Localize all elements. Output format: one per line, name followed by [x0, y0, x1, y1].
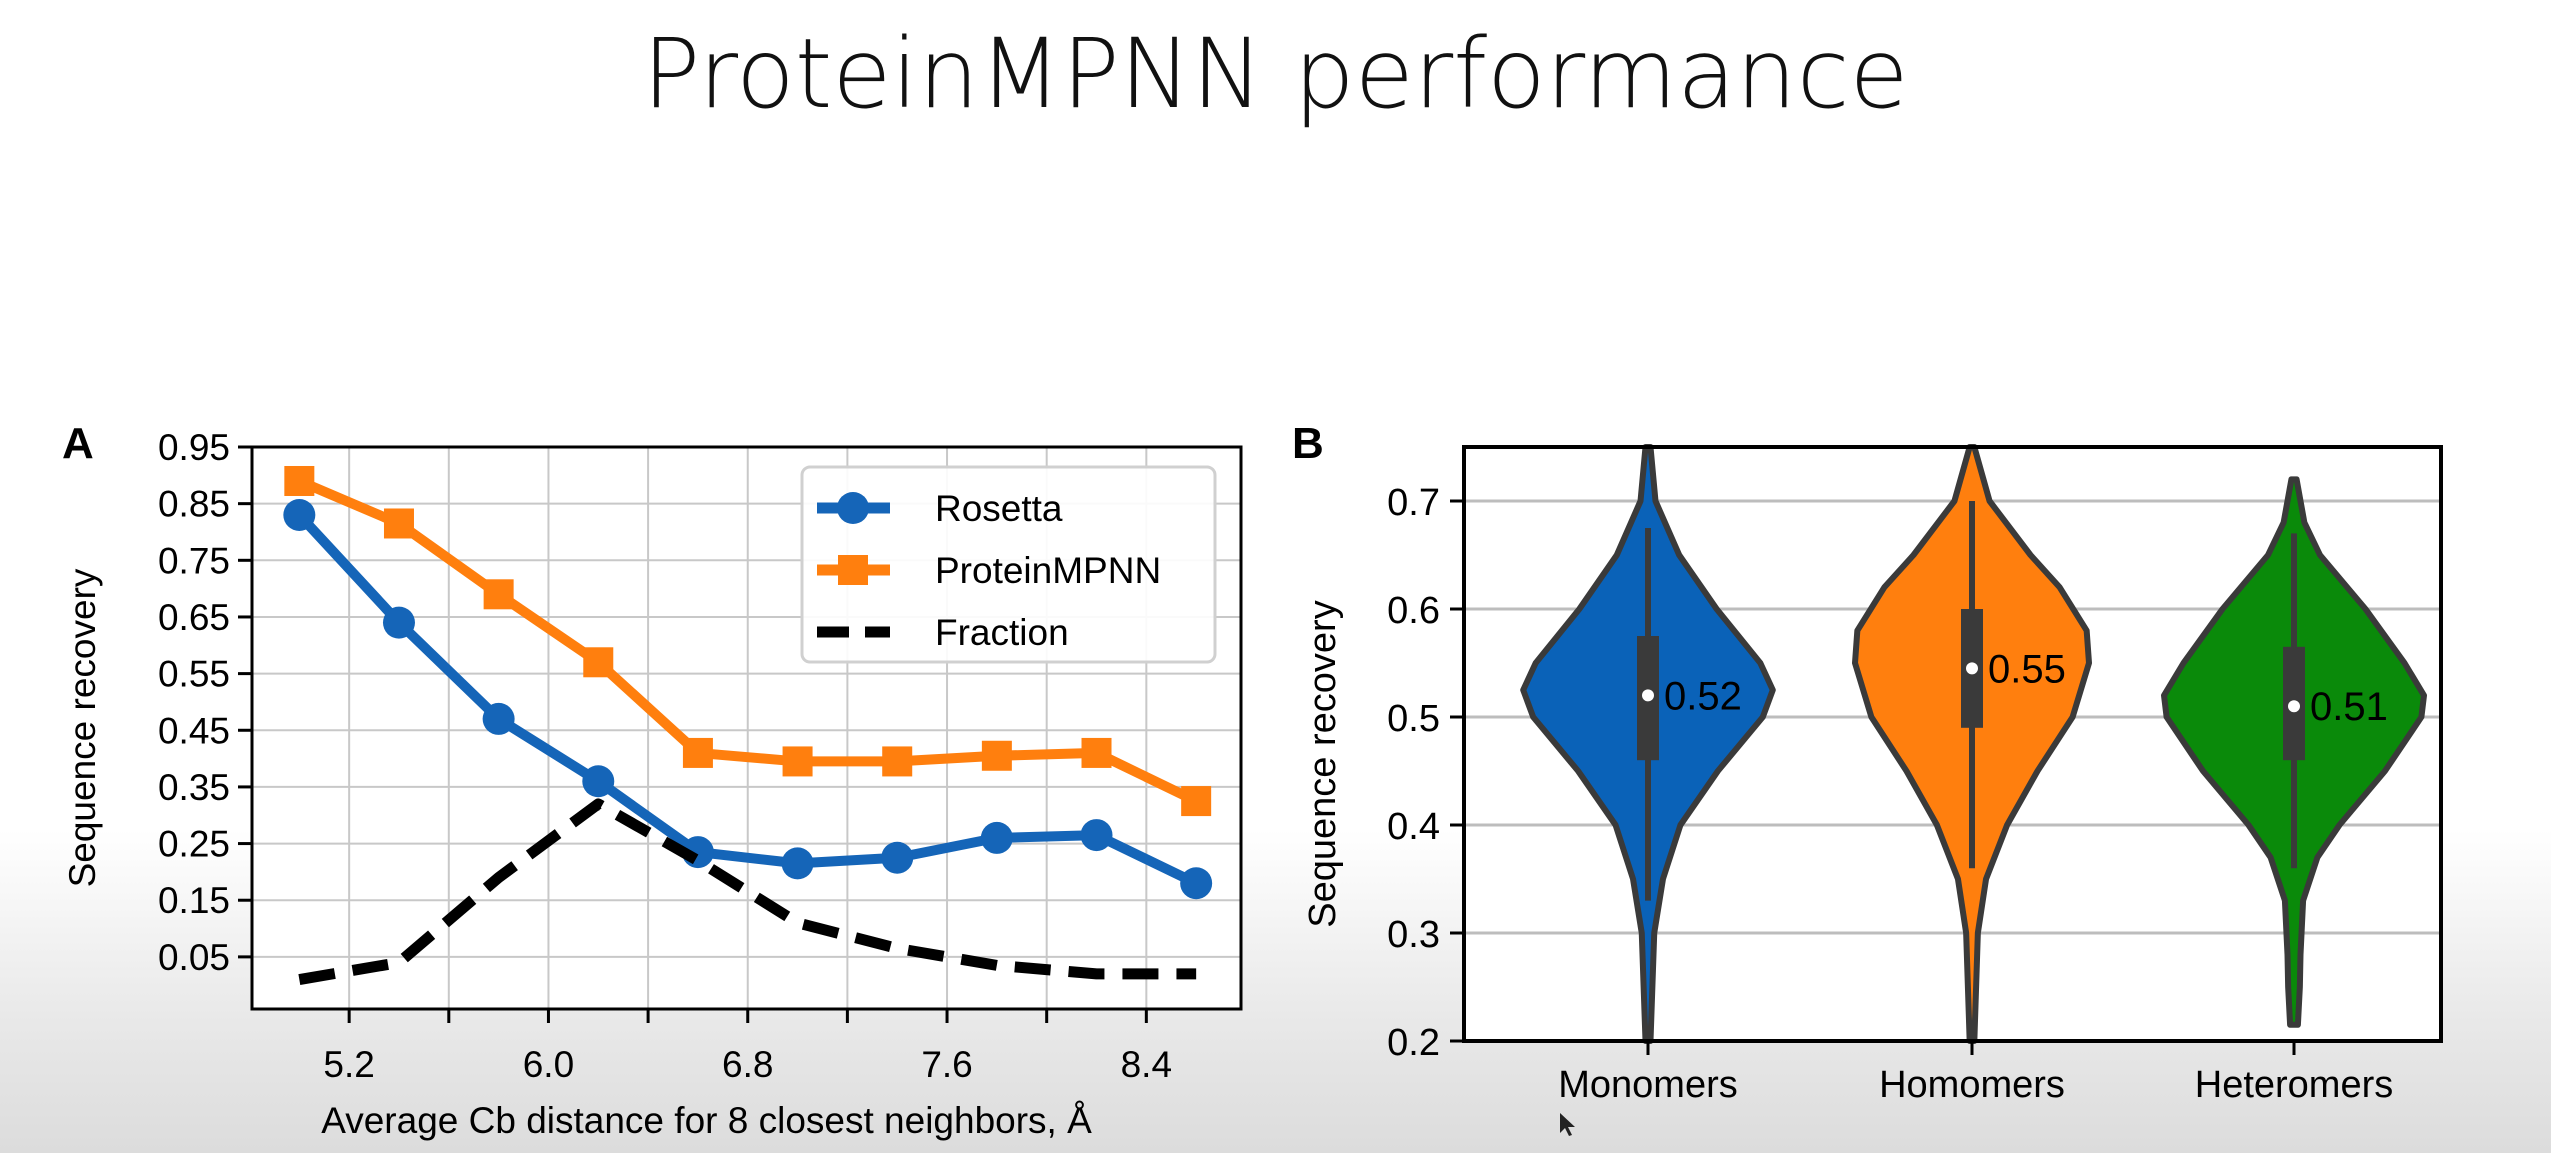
panel-b: 0.2 0.3 0.4 0.5 0.6 0.7 0.52 Monomers 0.55 Homome…	[1292, 419, 2443, 1106]
x-tick-label: 5.2	[323, 1044, 374, 1085]
y-tick-label: 0.15	[158, 880, 230, 921]
violin-median-dot	[2288, 700, 2300, 713]
series-line-rosetta	[295, 511, 1199, 888]
data-point-rosetta	[781, 847, 814, 880]
data-point-rosetta	[1080, 819, 1113, 852]
legend-label: Rosetta	[935, 488, 1063, 529]
y-tick-label: 0.95	[158, 427, 230, 468]
slide-title: ProteinMPNN performance	[642, 18, 1909, 130]
data-point-proteinmpnn	[483, 579, 514, 610]
legend-label: Fraction	[935, 612, 1069, 653]
y-tick-label: 0.85	[158, 484, 230, 525]
data-point-rosetta	[881, 841, 914, 874]
data-point-proteinmpnn	[583, 647, 614, 678]
panel-a: 0.95 0.85 0.75 0.65 0.55 0.45 0.35 0.25 0.15 0.05…	[62, 419, 1243, 1141]
data-point-proteinmpnn	[284, 465, 315, 496]
panel-label-a: A	[62, 419, 94, 468]
y-axis-label-a: Sequence recovery	[62, 568, 103, 887]
data-point-proteinmpnn	[882, 746, 913, 777]
data-point-proteinmpnn	[682, 737, 713, 768]
y-tick-label: 0.2	[1387, 1022, 1440, 1064]
x-tick-label: Heteromers	[2195, 1064, 2394, 1106]
violin-median-dot	[1642, 689, 1654, 702]
data-point-proteinmpnn	[1081, 737, 1112, 768]
y-tick-label: 0.55	[158, 654, 230, 695]
data-point-rosetta	[980, 821, 1013, 854]
data-point-proteinmpnn	[1181, 786, 1212, 817]
y-axis-label-b: Sequence recovery	[1302, 600, 1344, 927]
violin-median-dot	[1966, 662, 1978, 675]
data-point-proteinmpnn	[782, 746, 813, 777]
plot-frame-b	[1462, 445, 2443, 1043]
y-tick-label: 0.65	[158, 597, 230, 638]
data-point-rosetta	[283, 498, 316, 531]
panel-label-b: B	[1292, 419, 1324, 468]
series-line-proteinmpnn	[297, 476, 1199, 806]
x-tick-label: 8.4	[1121, 1044, 1172, 1085]
median-label: 0.52	[1664, 674, 1742, 718]
x-tick-label: Homomers	[1879, 1064, 2065, 1106]
legend-box	[800, 465, 1217, 664]
legend-marker	[837, 492, 869, 524]
y-tick-label: 0.05	[158, 937, 230, 978]
y-tick-label: 0.35	[158, 767, 230, 808]
median-label: 0.55	[1988, 647, 2066, 691]
x-tick-label: 7.6	[921, 1044, 972, 1085]
data-point-rosetta	[382, 606, 415, 639]
y-tick-label: 0.45	[158, 710, 230, 751]
data-point-rosetta	[1180, 867, 1213, 900]
y-tick-label: 0.75	[158, 540, 230, 581]
data-point-proteinmpnn	[981, 740, 1012, 771]
y-tick-label: 0.5	[1387, 698, 1440, 740]
y-tick-label: 0.3	[1387, 914, 1440, 956]
data-point-rosetta	[482, 702, 515, 735]
x-tick-label: 6.0	[523, 1044, 574, 1085]
data-point-proteinmpnn	[383, 508, 414, 539]
legend-marker	[838, 555, 868, 585]
x-tick-label: Monomers	[1558, 1064, 1738, 1106]
series-line-fraction	[298, 798, 1197, 985]
y-tick-label: 0.4	[1387, 806, 1440, 848]
mouse-cursor-icon	[1560, 1113, 1575, 1136]
y-tick-label: 0.6	[1387, 590, 1440, 632]
x-tick-label: 6.8	[722, 1044, 773, 1085]
y-tick-label: 0.7	[1387, 482, 1440, 524]
y-tick-label: 0.25	[158, 824, 230, 865]
legend-label: ProteinMPNN	[935, 550, 1161, 591]
legend: Rosetta ProteinMPNN Fraction	[800, 465, 1217, 664]
data-point-rosetta	[582, 765, 615, 798]
x-axis-label-a: Average Cb distance for 8 closest neighb…	[321, 1100, 1092, 1141]
median-label: 0.51	[2310, 685, 2388, 729]
plot-frame-a	[250, 445, 1243, 1011]
